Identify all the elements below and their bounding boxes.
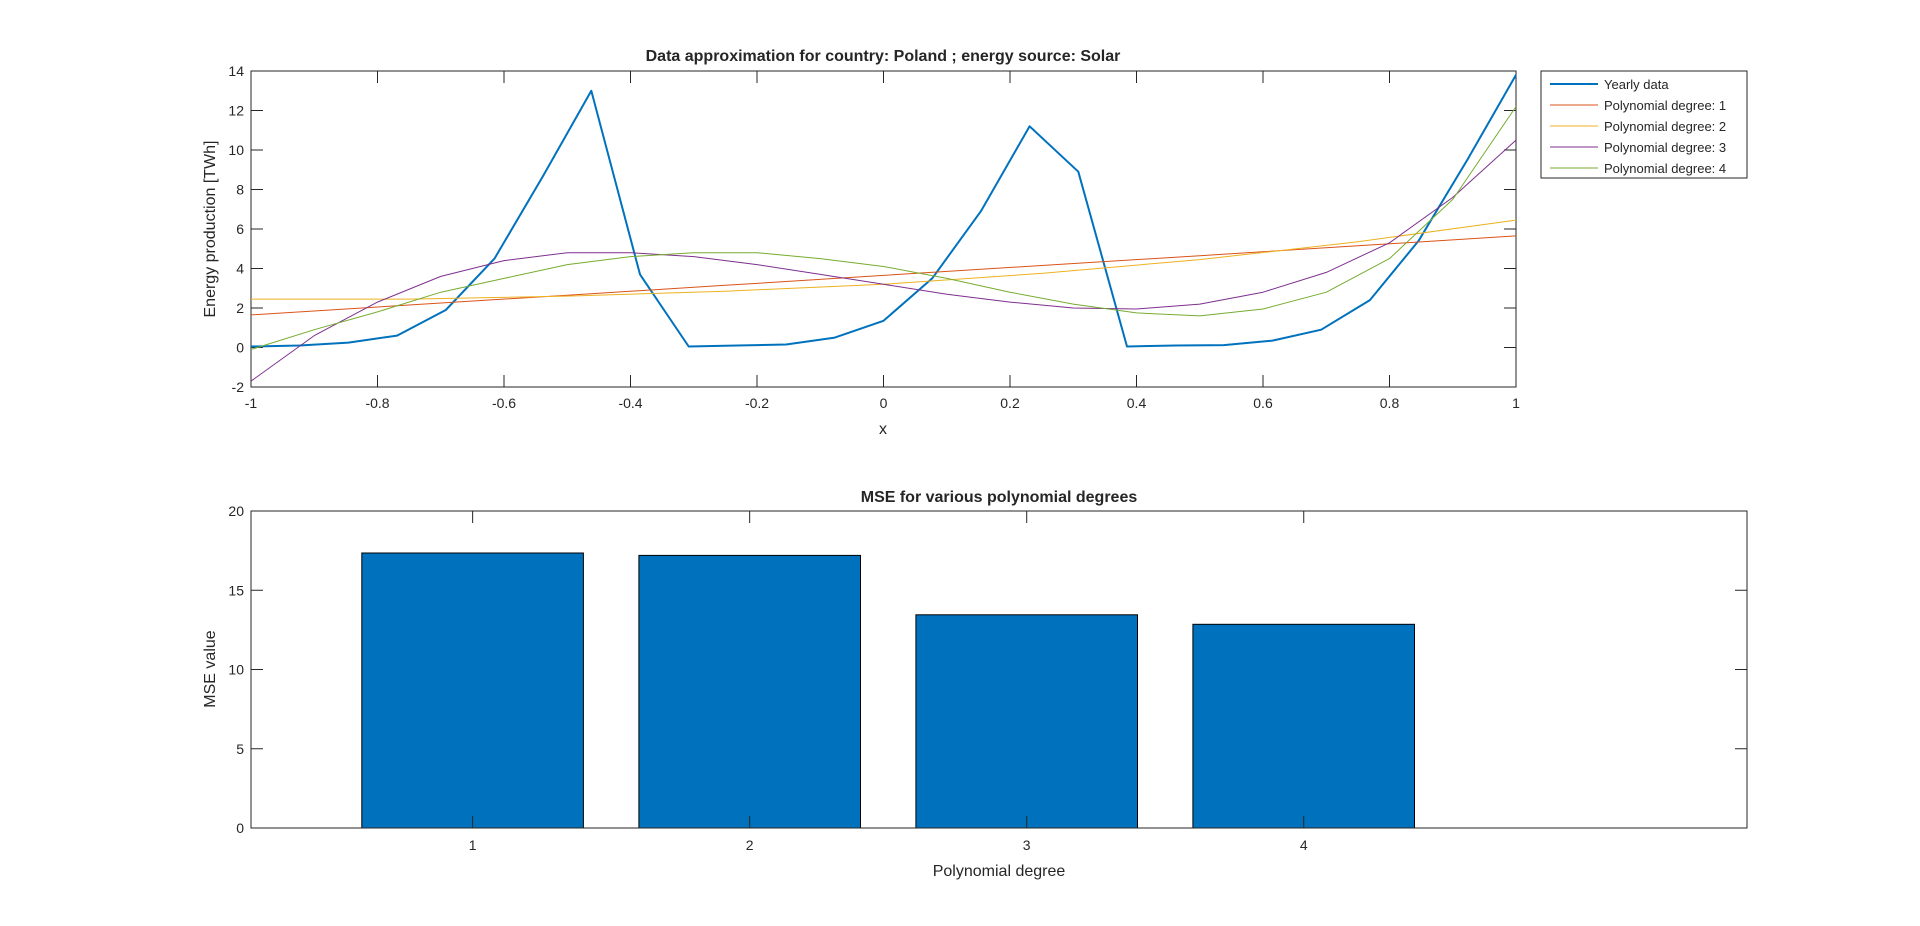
line-chart-y-label: Energy production [TWh] bbox=[202, 141, 219, 318]
y-tick-label: 10 bbox=[228, 142, 244, 158]
series-line-5 bbox=[250, 106, 1517, 350]
x-tick-label: 1 bbox=[1512, 395, 1520, 411]
x-tick-label: 4 bbox=[1300, 837, 1308, 853]
legend-label: Polynomial degree: 4 bbox=[1604, 161, 1726, 176]
x-tick-label: 3 bbox=[1023, 837, 1031, 853]
series-line-1 bbox=[250, 74, 1517, 348]
series-line-2 bbox=[250, 235, 1517, 316]
line-chart-x-axis: -1 -0.8 -0.6 -0.4 -0.2 0 0.2 0.4 0.6 0.8 1 bbox=[245, 71, 1520, 411]
line-chart-plot-area bbox=[250, 70, 1517, 388]
bar-2 bbox=[638, 554, 862, 829]
x-tick-label: 0.8 bbox=[1380, 395, 1400, 411]
series-line-4 bbox=[250, 139, 1517, 382]
line-chart-series bbox=[250, 74, 1517, 382]
x-tick-label: 0.6 bbox=[1253, 395, 1273, 411]
x-tick-label: 0 bbox=[880, 395, 888, 411]
line-chart-y-axis: -2 0 2 4 6 8 10 12 14 bbox=[228, 63, 1516, 395]
y-tick-label: 15 bbox=[228, 582, 244, 598]
y-tick-label: 2 bbox=[236, 300, 244, 316]
x-tick-label: -1 bbox=[245, 395, 258, 411]
line-chart-title: Data approximation for country: Poland ;… bbox=[646, 48, 1121, 65]
y-tick-label: 4 bbox=[236, 261, 244, 277]
legend-label: Polynomial degree: 1 bbox=[1604, 98, 1726, 113]
line-chart: Data approximation for country: Poland ;… bbox=[202, 48, 1520, 438]
bar-4 bbox=[1192, 623, 1416, 829]
y-tick-label: 0 bbox=[236, 820, 244, 836]
y-tick-label: 5 bbox=[236, 741, 244, 757]
legend-label: Yearly data bbox=[1604, 77, 1669, 92]
y-tick-label: 0 bbox=[236, 340, 244, 356]
x-tick-label: -0.4 bbox=[618, 395, 642, 411]
x-tick-label: 1 bbox=[469, 837, 477, 853]
y-tick-label: 8 bbox=[236, 182, 244, 198]
y-tick-label: -2 bbox=[232, 379, 245, 395]
y-tick-label: 14 bbox=[228, 63, 244, 79]
bar-chart-bars bbox=[361, 552, 1416, 829]
y-tick-label: 10 bbox=[228, 662, 244, 678]
x-tick-label: 2 bbox=[746, 837, 754, 853]
bar-chart-frame bbox=[250, 510, 1748, 829]
bar-chart-x-label: Polynomial degree bbox=[933, 863, 1066, 880]
bar-chart-y-label: MSE value bbox=[202, 630, 219, 707]
x-tick-label: 0.2 bbox=[1000, 395, 1020, 411]
y-tick-label: 20 bbox=[228, 503, 244, 519]
legend: Yearly data Polynomial degree: 1 Polynomia… bbox=[1540, 70, 1748, 179]
bar-3 bbox=[915, 614, 1139, 829]
bar-chart-x-axis: 1 2 3 4 bbox=[469, 511, 1308, 853]
line-chart-x-label: x bbox=[879, 421, 887, 438]
y-tick-label: 12 bbox=[228, 103, 244, 119]
legend-label: Polynomial degree: 3 bbox=[1604, 140, 1726, 155]
bar-1 bbox=[361, 552, 584, 829]
legend-label: Polynomial degree: 2 bbox=[1604, 119, 1726, 134]
y-tick-label: 6 bbox=[236, 221, 244, 237]
x-tick-label: -0.8 bbox=[365, 395, 389, 411]
x-tick-label: 0.4 bbox=[1127, 395, 1147, 411]
bar-chart-title: MSE for various polynomial degrees bbox=[861, 489, 1138, 506]
legend-box bbox=[1540, 70, 1748, 179]
x-tick-label: -0.2 bbox=[745, 395, 769, 411]
x-tick-label: -0.6 bbox=[492, 395, 516, 411]
